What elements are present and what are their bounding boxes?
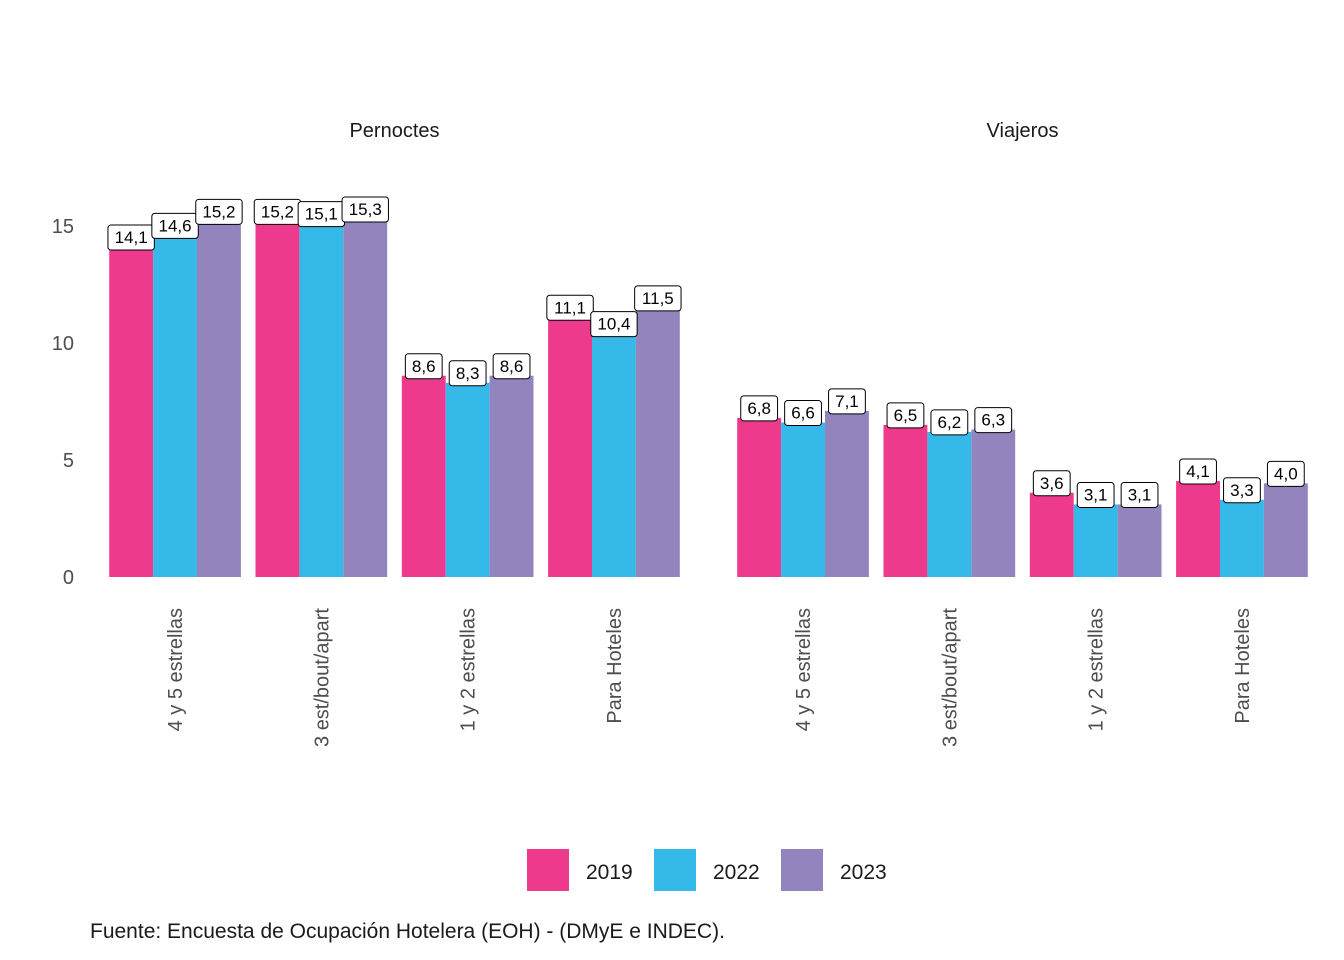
bar-pernoctes-para-hoteles-2022 (592, 333, 636, 577)
data-label: 4,0 (1274, 464, 1298, 483)
bar-viajeros-1-y-2-estrellas-2019 (1029, 492, 1074, 577)
y-tick-label: 10 (52, 333, 74, 355)
legend-label-2022: 2022 (713, 861, 760, 884)
bar-viajeros-3-est-bout-apart-2022 (927, 431, 972, 577)
y-tick-label: 5 (63, 450, 74, 472)
data-label: 6,2 (938, 413, 962, 432)
data-label-box (1223, 477, 1261, 504)
data-label: 15,2 (261, 202, 294, 221)
data-label: 3,1 (1128, 485, 1152, 504)
data-label: 8,6 (412, 357, 436, 376)
data-label-box (448, 360, 487, 387)
data-label-box (341, 196, 389, 223)
legend-label-2023: 2023 (840, 861, 887, 884)
data-label-box (492, 353, 531, 380)
bar-viajeros-3-est-bout-apart-2019 (883, 424, 928, 577)
data-label-box (886, 402, 925, 429)
data-label: 3,3 (1230, 481, 1254, 500)
y-tick-label: 15 (52, 216, 74, 238)
data-label-box (1179, 458, 1217, 485)
legend-swatch-2019 (527, 849, 569, 891)
data-label-box (1076, 481, 1115, 508)
data-label-box (1120, 481, 1159, 508)
data-label: 14,1 (115, 228, 148, 247)
data-label: 15,1 (305, 205, 338, 224)
source-caption: Fuente: Encuesta de Ocupación Hotelera (… (90, 920, 725, 943)
data-label: 10,4 (597, 315, 630, 334)
data-label: 6,8 (747, 399, 771, 418)
bar-viajeros-para-hoteles-2019 (1176, 481, 1220, 577)
data-label-box (590, 311, 638, 338)
data-label: 14,6 (159, 216, 192, 235)
data-label-box (404, 353, 443, 380)
data-label: 8,3 (456, 364, 480, 383)
bar-pernoctes-3-est-bout-apart-2019 (255, 221, 300, 577)
bar-pernoctes-para-hoteles-2023 (635, 307, 680, 577)
bar-pernoctes-1-y-2-estrellas-2019 (401, 375, 446, 577)
data-label: 11,5 (642, 289, 674, 308)
facet-title-pernoctes: Pernoctes (349, 120, 439, 142)
data-label-box (828, 388, 866, 415)
data-label-box (1032, 470, 1071, 497)
data-label: 8,6 (500, 357, 524, 376)
bar-pernoctes-4-y-5-estrellas-2023 (197, 221, 241, 577)
x-tick-label: 4 y 5 estrellas (165, 608, 187, 731)
data-label-box (784, 400, 822, 427)
bar-viajeros-1-y-2-estrellas-2023 (1117, 504, 1162, 577)
bar-viajeros-para-hoteles-2023 (1263, 483, 1308, 577)
x-tick-label: 1 y 2 estrellas (458, 608, 480, 731)
data-label: 11,1 (554, 298, 586, 317)
data-label: 3,6 (1040, 474, 1064, 493)
data-label-box (1266, 460, 1305, 487)
data-label: 3,1 (1084, 485, 1108, 504)
bar-viajeros-para-hoteles-2022 (1220, 499, 1264, 577)
bar-pernoctes-3-est-bout-apart-2022 (299, 223, 344, 577)
data-label: 6,6 (791, 404, 815, 423)
x-tick-label: Para Hoteles (1232, 608, 1254, 724)
bar-pernoctes-3-est-bout-apart-2023 (343, 218, 388, 578)
bar-viajeros-3-est-bout-apart-2023 (971, 429, 1016, 577)
x-tick-label: Para Hoteles (604, 608, 626, 724)
data-label-box (930, 409, 969, 436)
x-tick-label: 3 est/bout/apart (311, 608, 333, 747)
data-label: 4,1 (1186, 462, 1210, 481)
x-tick-label: 4 y 5 estrellas (793, 608, 815, 731)
x-tick-label: 1 y 2 estrellas (1086, 608, 1108, 731)
legend-label-2019: 2019 (586, 861, 633, 884)
data-label: 15,3 (349, 200, 382, 219)
bar-viajeros-4-y-5-estrellas-2022 (781, 422, 825, 577)
bar-viajeros-4-y-5-estrellas-2023 (825, 410, 869, 577)
data-label: 7,1 (835, 392, 859, 411)
bar-pernoctes-4-y-5-estrellas-2022 (153, 235, 197, 578)
data-label-box (546, 294, 594, 321)
bar-pernoctes-para-hoteles-2019 (548, 317, 592, 577)
x-tick-label: 3 est/bout/apart (939, 608, 961, 747)
data-label: 15,2 (202, 202, 235, 221)
data-label-box (195, 198, 243, 225)
data-label: 6,3 (981, 411, 1005, 430)
data-label-box (151, 212, 199, 239)
bar-pernoctes-1-y-2-estrellas-2022 (445, 382, 490, 577)
data-label-box (974, 407, 1013, 434)
facet-title-viajeros: Viajeros (987, 120, 1059, 142)
bar-pernoctes-4-y-5-estrellas-2019 (109, 247, 154, 577)
legend-swatch-2022 (654, 849, 696, 891)
bar-viajeros-1-y-2-estrellas-2022 (1073, 504, 1118, 577)
bar-pernoctes-1-y-2-estrellas-2023 (489, 375, 534, 577)
data-label-box (634, 285, 682, 312)
bar-viajeros-4-y-5-estrellas-2019 (737, 417, 782, 577)
data-label-box (740, 395, 779, 422)
data-label: 6,5 (894, 406, 918, 425)
legend-swatch-2023 (781, 849, 823, 891)
y-tick-label: 0 (63, 567, 74, 589)
